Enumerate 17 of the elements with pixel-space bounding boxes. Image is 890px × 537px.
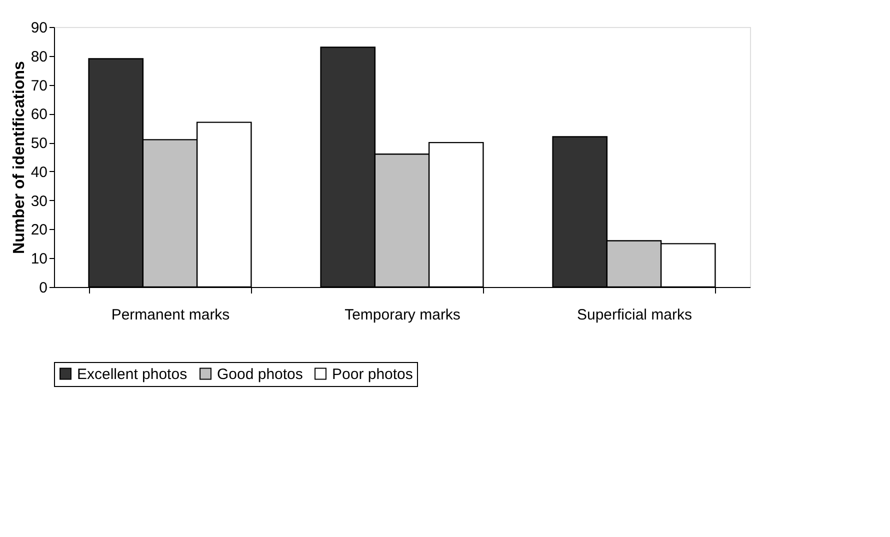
legend-label: Excellent photos: [77, 366, 188, 383]
y-tick-label: 30: [30, 192, 48, 210]
y-tick-label: 10: [30, 250, 48, 268]
y-tick-label: 50: [30, 135, 48, 152]
y-tick-label: 80: [30, 48, 48, 66]
y-tick-label: 20: [30, 222, 48, 239]
x-tick-label: Superficial marks: [576, 306, 692, 324]
x-tick-label: Temporary marks: [344, 306, 460, 324]
y-tick-label: 60: [30, 106, 48, 124]
y-tick-label: 0: [39, 280, 48, 296]
y-tick-label: 40: [30, 164, 48, 181]
legend-label: Good photos: [217, 366, 303, 383]
x-tick-label: Permanent marks: [111, 306, 230, 324]
y-tick-label: 90: [30, 20, 48, 36]
y-tick-label: 70: [30, 77, 48, 94]
y-axis-title: Number of identifications: [10, 60, 28, 254]
legend-label: Poor photos: [332, 366, 413, 383]
